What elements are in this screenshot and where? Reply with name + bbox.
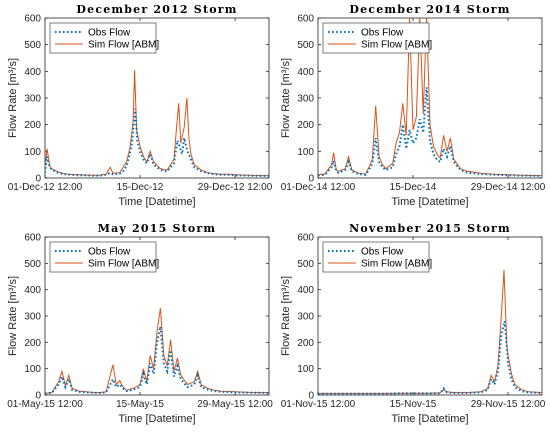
- x-axis-label: Time [Datetime]: [118, 196, 195, 208]
- y-tick-label: 200: [297, 338, 314, 349]
- y-tick-label: 500: [297, 40, 314, 51]
- x-tick-label: 29-Nov-15 12:00: [471, 399, 546, 410]
- legend-label: Sim Flow [ABM]: [88, 40, 159, 51]
- y-tick-label: 200: [297, 120, 314, 131]
- x-tick-label: 15-Dec-12: [117, 182, 164, 193]
- obs-flow-line: [318, 321, 542, 395]
- y-tick-label: 0: [308, 391, 314, 402]
- x-tick-label: 15-Dec-14: [390, 182, 437, 193]
- chart-title: May 2015 Storm: [98, 222, 217, 235]
- y-tick-label: 500: [24, 40, 41, 51]
- chart-title: November 2015 Storm: [349, 222, 511, 235]
- y-tick-label: 300: [297, 94, 314, 105]
- y-tick-label: 100: [24, 364, 41, 375]
- legend-label: Obs Flow: [88, 28, 131, 39]
- y-tick-label: 500: [297, 259, 314, 270]
- y-tick-label: 0: [308, 174, 314, 185]
- y-axis-label: Flow Rate [m³/s]: [7, 58, 19, 138]
- legend-label: Obs Flow: [361, 28, 404, 39]
- x-tick-label: 01-May-15 12:00: [7, 399, 83, 410]
- y-tick-label: 0: [35, 174, 41, 185]
- legend-box: [49, 241, 157, 273]
- x-tick-label: 29-May-15 12:00: [197, 399, 273, 410]
- y-tick-label: 200: [24, 338, 41, 349]
- legend-label: Obs Flow: [361, 247, 404, 258]
- x-tick-label: 29-Dec-14 12:00: [471, 182, 546, 193]
- y-tick-label: 100: [24, 147, 41, 158]
- y-tick-label: 400: [297, 285, 314, 296]
- y-tick-label: 100: [297, 364, 314, 375]
- chart-panel: May 2015 Storm 0 100 200 300 400 500 600 01-May-…: [7, 222, 273, 425]
- y-tick-label: 400: [24, 285, 41, 296]
- legend-box: [49, 22, 157, 54]
- y-tick-label: 100: [297, 147, 314, 158]
- y-tick-label: 300: [24, 312, 41, 323]
- panels: December 2012 Storm010020030040050060001…: [7, 3, 546, 425]
- y-tick-label: 600: [24, 14, 41, 25]
- chart-panel: November 2015 Storm 0 100 200 300 400 500 600 01…: [280, 222, 546, 425]
- x-tick-label: 01-Nov-15 12:00: [281, 399, 356, 410]
- legend-box: [322, 241, 430, 273]
- legend-label: Obs Flow: [88, 247, 131, 258]
- y-tick-label: 500: [24, 259, 41, 270]
- chart-title: December 2012 Storm: [76, 3, 237, 16]
- y-tick-label: 300: [24, 94, 41, 105]
- legend-label: Sim Flow [ABM]: [88, 259, 159, 270]
- legend-label: Sim Flow [ABM]: [361, 259, 432, 270]
- y-tick-label: 300: [297, 312, 314, 323]
- x-axis-label: Time [Datetime]: [391, 413, 468, 425]
- x-tick-label: 15-May-15: [116, 399, 164, 410]
- x-tick-label: 15-Nov-15: [390, 399, 437, 410]
- chart-panel: December 2012 Storm 0 100 200 300 400 500 600 01…: [7, 3, 273, 208]
- obs-flow-line: [318, 87, 542, 177]
- y-tick-label: 600: [297, 14, 314, 25]
- y-axis-label: Flow Rate [m³/s]: [280, 276, 292, 356]
- y-axis-label: Flow Rate [m³/s]: [7, 276, 19, 356]
- y-tick-label: 400: [297, 67, 314, 78]
- y-tick-label: 400: [24, 67, 41, 78]
- x-tick-label: 01-Dec-12 12:00: [8, 182, 83, 193]
- y-tick-label: 600: [24, 233, 41, 244]
- x-axis-label: Time [Datetime]: [391, 196, 468, 208]
- chart-title: December 2014 Storm: [349, 3, 510, 16]
- x-axis-label: Time [Datetime]: [118, 413, 195, 425]
- y-tick-label: 200: [24, 120, 41, 131]
- legend-box: [322, 22, 430, 54]
- y-axis-label: Flow Rate [m³/s]: [280, 58, 292, 138]
- y-tick-label: 600: [297, 233, 314, 244]
- x-tick-label: 29-Dec-12 12:00: [198, 182, 273, 193]
- obs-flow-line: [45, 108, 269, 177]
- chart-panel: December 2014 Storm 0 100 200 300 400 500 600 01…: [280, 3, 546, 208]
- y-tick-label: 0: [35, 391, 41, 402]
- legend-label: Sim Flow [ABM]: [361, 40, 432, 51]
- x-tick-label: 01-Dec-14 12:00: [281, 182, 356, 193]
